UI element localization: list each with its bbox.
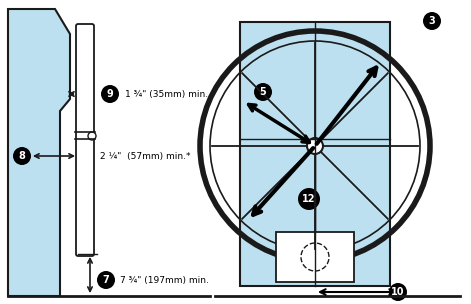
Text: 7: 7 <box>103 275 109 285</box>
Text: 3: 3 <box>429 16 435 26</box>
Bar <box>240 22 390 286</box>
Text: 1 ¾" (35mm) min.: 1 ¾" (35mm) min. <box>125 89 208 98</box>
Text: 2 ¼"  (57mm) min.*: 2 ¼" (57mm) min.* <box>100 151 190 161</box>
Circle shape <box>88 132 96 140</box>
Text: 8: 8 <box>18 151 25 161</box>
Circle shape <box>13 147 31 165</box>
Polygon shape <box>8 9 70 296</box>
Text: 10: 10 <box>391 287 405 297</box>
Text: 12: 12 <box>302 194 316 204</box>
Circle shape <box>97 271 115 289</box>
Circle shape <box>389 283 407 301</box>
Circle shape <box>298 188 320 210</box>
Circle shape <box>101 85 119 103</box>
Circle shape <box>307 138 323 154</box>
FancyBboxPatch shape <box>76 24 94 256</box>
Text: 5: 5 <box>260 87 267 97</box>
Text: 9: 9 <box>106 89 114 99</box>
Text: 7 ¾" (197mm) min.: 7 ¾" (197mm) min. <box>120 275 209 285</box>
Circle shape <box>254 83 272 101</box>
Circle shape <box>423 12 441 30</box>
Bar <box>276 232 354 282</box>
